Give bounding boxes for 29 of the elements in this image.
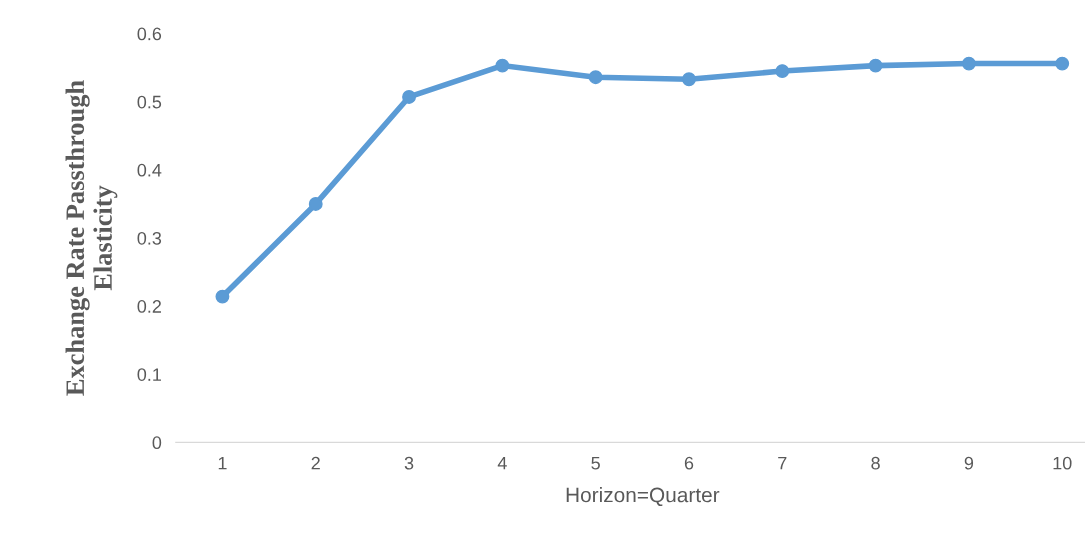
x-tick-label: 2: [311, 456, 320, 470]
y-tick-label: 0.2: [137, 300, 161, 313]
y-axis-title: Exchange Rate Passthrough Elasticity: [65, 80, 118, 396]
x-axis-title: Horizon=Quarter: [566, 487, 720, 507]
y-tick-label: 0: [152, 436, 162, 450]
y-tick-label: 0.4: [137, 163, 162, 177]
x-tick-label: 6: [684, 456, 694, 470]
y-tick-label: 0.1: [137, 368, 161, 381]
point: [868, 58, 883, 73]
point: [495, 58, 510, 73]
point: [682, 72, 696, 87]
x-tick-label: 7: [778, 456, 787, 470]
point: [961, 56, 976, 71]
x-tick-label: 10: [1053, 456, 1072, 470]
x-tick-label: 3: [404, 456, 414, 470]
y-tick-label: 0.6: [137, 27, 162, 41]
x-tick-label: 4: [497, 456, 507, 470]
y-tick-label: 0.5: [137, 95, 162, 109]
y-tick-label: 0.3: [137, 231, 162, 245]
x-tick-label: 5: [591, 456, 600, 470]
point: [402, 90, 416, 104]
point: [775, 64, 790, 79]
x-tick-label: 9: [964, 456, 974, 470]
point: [588, 70, 603, 85]
x-tick-label: 8: [871, 456, 880, 470]
point: [1055, 56, 1070, 71]
point: [308, 196, 323, 211]
x-tick-label: 1: [218, 456, 227, 470]
point: [215, 289, 230, 304]
